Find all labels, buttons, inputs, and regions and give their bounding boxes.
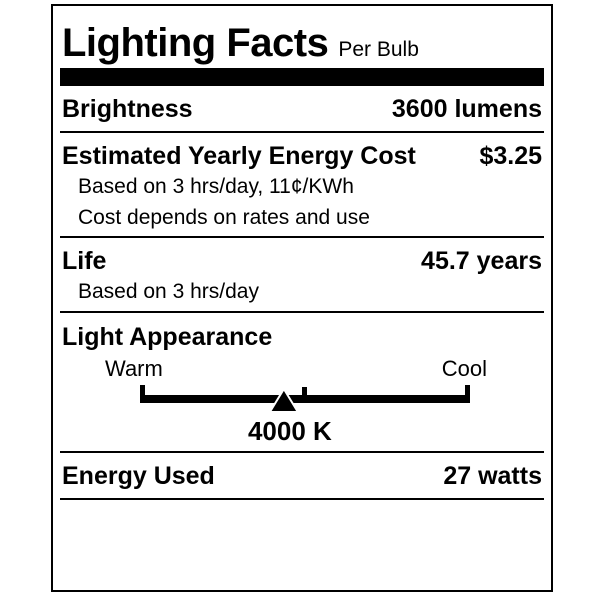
energy-used-row: Energy Used 27 watts (62, 462, 542, 490)
life-section: Life 45.7 years Based on 3 hrs/day (60, 238, 544, 313)
brightness-value: 3600 lumens (391, 95, 542, 123)
energy-cost-row: Estimated Yearly Energy Cost $3.25 (62, 142, 542, 170)
energy-used-value: 27 watts (443, 462, 542, 490)
label-title: Lighting Facts (62, 21, 329, 65)
scale-bar (140, 395, 470, 403)
energy-cost-label: Estimated Yearly Energy Cost (62, 142, 416, 170)
scale-marker-triangle (268, 387, 300, 413)
lighting-facts-label: Lighting Facts Per Bulb Brightness 3600 … (51, 4, 553, 592)
scale-endpoint-labels: Warm Cool (62, 356, 542, 382)
life-row: Life 45.7 years (62, 247, 542, 275)
label-header: Lighting Facts Per Bulb (60, 6, 544, 68)
light-appearance-section: Light Appearance Warm Cool 4000 K (60, 323, 544, 453)
brightness-label: Brightness (62, 95, 193, 123)
energy-cost-note-basis: Based on 3 hrs/day, 11¢/KWh (78, 175, 354, 198)
cool-label: Cool (441, 356, 487, 381)
scale-left-cap (140, 385, 145, 403)
temperature-value: 4000 K (247, 416, 332, 446)
brightness-section: Brightness 3600 lumens (60, 86, 544, 133)
header-separator-bar (60, 68, 544, 86)
energy-cost-section: Estimated Yearly Energy Cost $3.25 Based… (60, 133, 544, 238)
brightness-row: Brightness 3600 lumens (62, 95, 542, 123)
life-label: Life (62, 247, 107, 275)
warm-label: Warm (105, 356, 163, 381)
life-value: 45.7 years (421, 247, 542, 275)
energy-used-label: Energy Used (62, 462, 215, 490)
label-subtitle: Per Bulb (338, 38, 419, 61)
scale-center-tick (302, 387, 307, 395)
temperature-row: 4000 K (62, 417, 542, 445)
energy-used-section: Energy Used 27 watts (60, 453, 544, 500)
energy-cost-note-disclaimer: Cost depends on rates and use (78, 206, 370, 229)
life-note-basis: Based on 3 hrs/day (78, 280, 259, 303)
energy-cost-value: $3.25 (479, 142, 542, 170)
light-appearance-label: Light Appearance (62, 323, 273, 351)
color-temperature-scale (140, 385, 470, 413)
scale-right-cap (465, 385, 470, 403)
